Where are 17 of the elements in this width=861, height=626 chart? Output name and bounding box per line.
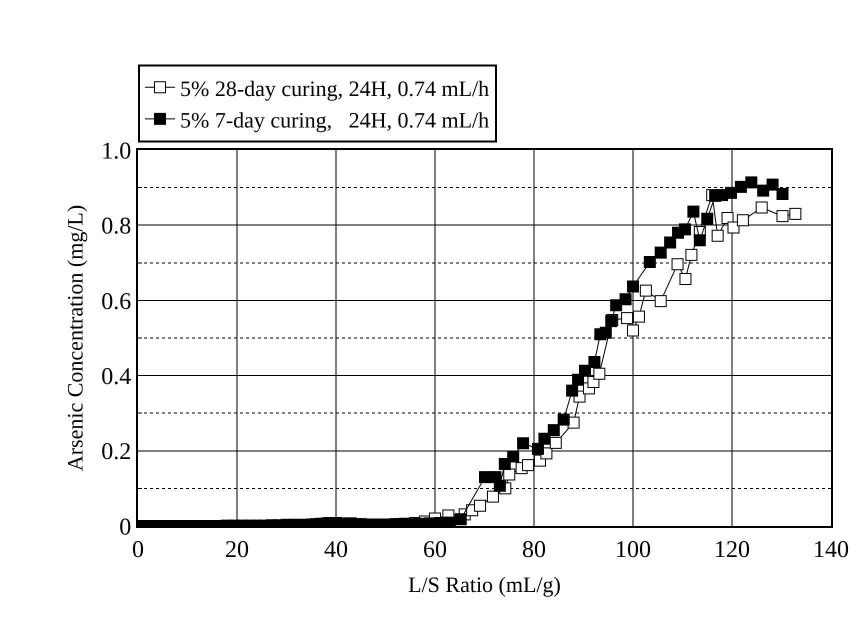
- y-tick-label: 0.4: [101, 364, 132, 390]
- x-axis-title: L/S Ratio (mL/g): [408, 572, 561, 598]
- x-tick-label: 60: [423, 536, 447, 563]
- y-tick-label: 1.0: [101, 138, 132, 164]
- x-tick-label: 140: [813, 536, 849, 563]
- y-tick-label: 0: [119, 514, 132, 540]
- legend-label: 5% 28-day curing, 24H, 0.74 mL/h: [180, 76, 490, 101]
- y-tick-label: 0.2: [101, 439, 132, 466]
- legend-label: 5% 7-day curing, 24H, 0.74 mL/h: [180, 107, 490, 132]
- y-axis-title: Arsenic Concentration (mg/L): [62, 204, 88, 472]
- x-tick-label: 120: [714, 536, 750, 563]
- y-tick-label: 0.8: [101, 214, 132, 240]
- y-tick-label: 0.6: [101, 288, 132, 315]
- x-tick-label: 20: [225, 536, 249, 563]
- x-tick-label: 100: [615, 536, 651, 563]
- x-tick-label: 40: [324, 536, 348, 563]
- x-tick-label: 80: [522, 536, 546, 563]
